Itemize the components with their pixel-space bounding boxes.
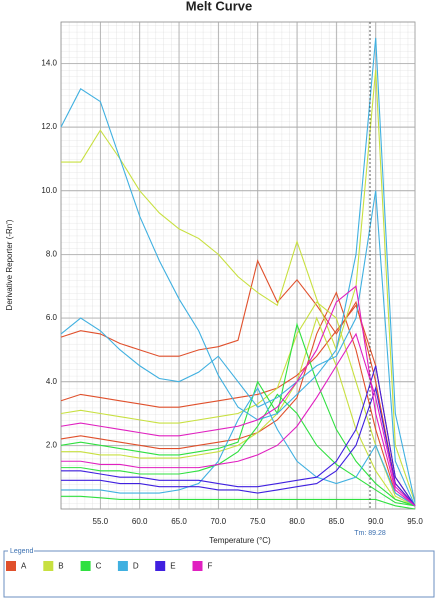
plot-area <box>60 21 416 510</box>
x-tick-label: 90.0 <box>368 517 384 526</box>
y-tick-label: 6.0 <box>46 313 58 322</box>
x-axis-label: Temperature (°C) <box>209 536 271 545</box>
melt-curve <box>60 37 416 503</box>
melt-curve <box>60 304 416 507</box>
plot: 2.0 4.0 6.0 8.0 10.0 12.0 14.0 55.0 60.0 65.0 70.0… <box>41 22 423 537</box>
legend-swatch <box>192 561 203 571</box>
y-tick-label: 2.0 <box>46 440 58 449</box>
melt-curve <box>60 285 416 507</box>
y-tick-label: 10.0 <box>41 186 57 195</box>
legend-label: A <box>21 562 27 571</box>
legend-label: E <box>170 562 175 571</box>
melt-curve <box>60 259 416 507</box>
legend-label: B <box>58 562 63 571</box>
legend-swatch <box>6 561 16 571</box>
melt-curve <box>61 495 416 510</box>
legend-title-bg <box>8 546 34 555</box>
y-tick-label: 12.0 <box>41 122 57 131</box>
melt-curve <box>60 291 416 507</box>
melt-curve <box>61 365 416 507</box>
melt-curve <box>60 190 416 507</box>
melt-curve <box>61 385 416 507</box>
melt-curve <box>61 332 416 507</box>
legend-label: D <box>133 562 139 571</box>
tm-label: Tm: 89.28 <box>354 530 386 537</box>
x-tick-label: 70.0 <box>211 517 227 526</box>
y-tick-label: 8.0 <box>46 249 58 258</box>
x-tick-label: 55.0 <box>93 517 109 526</box>
melt-curve <box>60 322 416 507</box>
x-tick-label: 75.0 <box>250 517 266 526</box>
legend-swatch <box>155 561 166 571</box>
melt-curve <box>61 386 416 507</box>
legend-swatch <box>117 561 128 571</box>
y-tick-label: 4.0 <box>46 377 58 386</box>
y-axis-label: Derivative Reporter (-Rn') <box>5 219 14 310</box>
x-tick-label: 95.0 <box>407 517 423 526</box>
legend-label: F <box>208 562 213 571</box>
legend-label: C <box>96 562 102 571</box>
legend-swatch <box>43 561 54 571</box>
x-tick-label: 60.0 <box>132 517 148 526</box>
y-tick-label: 14.0 <box>41 58 57 67</box>
x-tick-label: 85.0 <box>329 517 345 526</box>
chart-title: Melt Curve <box>186 0 252 13</box>
legend-title: Legend <box>10 548 33 555</box>
melt-curve <box>60 301 416 507</box>
legend-swatch <box>80 561 91 571</box>
x-tick-label: 65.0 <box>171 517 187 526</box>
legend-box <box>3 550 435 598</box>
x-tick-label: 80.0 <box>289 517 305 526</box>
